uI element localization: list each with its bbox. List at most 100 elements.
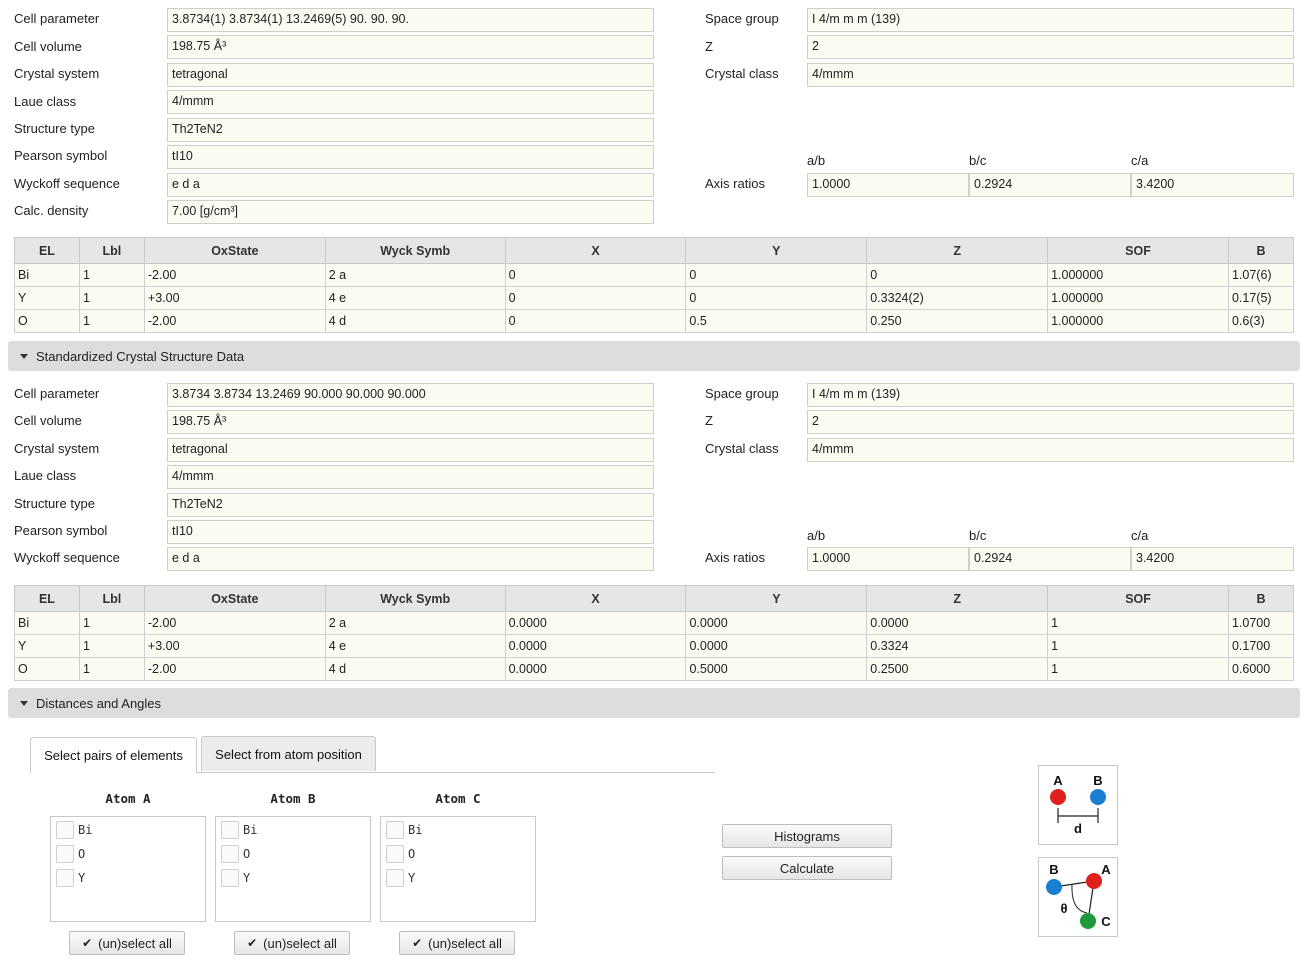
- checkbox[interactable]: [221, 845, 239, 863]
- label-structure-type: Structure type: [14, 496, 95, 511]
- cell-z: 0.250: [866, 309, 1049, 333]
- distance-diagram: A B d: [1038, 765, 1118, 845]
- crystal-class-field[interactable]: 4/mmm: [807, 63, 1294, 87]
- std-laue-class-field[interactable]: 4/mmm: [167, 465, 654, 489]
- std-axis-ratio-bc-field[interactable]: 0.2924: [969, 547, 1131, 571]
- col-header-el[interactable]: EL: [14, 585, 80, 612]
- col-header-z[interactable]: Z: [866, 237, 1049, 264]
- col-header-x[interactable]: X: [504, 237, 687, 264]
- col-header-lbl[interactable]: Lbl: [78, 237, 145, 264]
- atom-b-option-y[interactable]: Y: [221, 869, 250, 887]
- std-axis-ratio-ab-field[interactable]: 1.0000: [807, 547, 969, 571]
- std-crystal-class-field[interactable]: 4/mmm: [807, 438, 1294, 462]
- std-z-field[interactable]: 2: [807, 410, 1294, 434]
- cell-sof: 1: [1047, 611, 1229, 635]
- std-axis-ratio-ca-field[interactable]: 3.4200: [1131, 547, 1294, 571]
- z-field[interactable]: 2: [807, 35, 1294, 59]
- cell-lbl: 1: [78, 657, 145, 681]
- std-pearson-symbol-field[interactable]: tI10: [167, 520, 654, 544]
- atom-b-list: Bi O Y: [215, 816, 371, 922]
- col-header-x[interactable]: X: [504, 585, 687, 612]
- atom-a-title: Atom A: [105, 791, 151, 806]
- cell-x: 0: [504, 263, 687, 287]
- distances-section-header[interactable]: Distances and Angles: [8, 688, 1300, 718]
- axis-ratio-bc-field[interactable]: 0.2924: [969, 173, 1131, 197]
- std-cell-volume-field[interactable]: 198.75 Å³: [167, 410, 654, 434]
- atom-b-option-bi[interactable]: Bi: [221, 821, 257, 839]
- col-header-wyck-symb[interactable]: Wyck Symb: [324, 585, 506, 612]
- label-axis-ratios: Axis ratios: [705, 176, 765, 191]
- checkbox[interactable]: [221, 821, 239, 839]
- atom-b-select-all-button[interactable]: ✔ (un)select all: [234, 931, 350, 955]
- atom-c-list: Bi O Y: [380, 816, 536, 922]
- table-header-row: EL Lbl OxState Wyck Symb X Y Z SOF B: [14, 237, 1295, 264]
- cell-lbl: 1: [78, 263, 145, 287]
- atom-a-option-bi[interactable]: Bi: [56, 821, 92, 839]
- cell-x: 0.0000: [504, 634, 687, 658]
- checkbox[interactable]: [56, 821, 74, 839]
- standardized-section-header[interactable]: Standardized Crystal Structure Data: [8, 341, 1300, 371]
- std-structure-type-field[interactable]: Th2TeN2: [167, 493, 654, 517]
- col-header-sof[interactable]: SOF: [1047, 585, 1229, 612]
- col-header-sof[interactable]: SOF: [1047, 237, 1229, 264]
- checkbox[interactable]: [56, 869, 74, 887]
- atom-c-circle: [1080, 913, 1096, 929]
- atom-c-select-all-button[interactable]: ✔ (un)select all: [399, 931, 515, 955]
- cell-parameter-field[interactable]: 3.8734(1) 3.8734(1) 13.2469(5) 90. 90. 9…: [167, 8, 654, 32]
- std-space-group-field[interactable]: I 4/m m m (139): [807, 383, 1294, 407]
- atom-c-option-o[interactable]: O: [386, 845, 415, 863]
- col-header-b[interactable]: B: [1227, 237, 1295, 264]
- col-header-y[interactable]: Y: [685, 237, 868, 264]
- atom-a-option-o[interactable]: O: [56, 845, 85, 863]
- cell-sof: 1.000000: [1047, 309, 1229, 333]
- std-cell-parameter-field[interactable]: 3.8734 3.8734 13.2469 90.000 90.000 90.0…: [167, 383, 654, 407]
- atom-a-letter: A: [1053, 773, 1063, 788]
- label-space-group: Space group: [705, 11, 779, 26]
- col-header-oxstate[interactable]: OxState: [143, 237, 326, 264]
- tab-select-pairs[interactable]: Select pairs of elements: [30, 737, 197, 773]
- axis-ratio-ab-field[interactable]: 1.0000: [807, 173, 969, 197]
- tab-select-from-atom-position[interactable]: Select from atom position: [201, 736, 376, 771]
- cell-oxstate: -2.00: [143, 657, 326, 681]
- checkbox[interactable]: [56, 845, 74, 863]
- col-header-oxstate[interactable]: OxState: [143, 585, 326, 612]
- checkbox[interactable]: [221, 869, 239, 887]
- std-crystal-system-field[interactable]: tetragonal: [167, 438, 654, 462]
- col-header-el[interactable]: EL: [14, 237, 80, 264]
- checkbox[interactable]: [386, 845, 404, 863]
- cell-el: Bi: [14, 263, 80, 287]
- standardized-section-title: Standardized Crystal Structure Data: [36, 348, 245, 364]
- atom-c-option-y[interactable]: Y: [386, 869, 415, 887]
- atom-a-option-y[interactable]: Y: [56, 869, 85, 887]
- checkbox[interactable]: [386, 869, 404, 887]
- cell-oxstate: -2.00: [143, 611, 326, 635]
- structure-type-field[interactable]: Th2TeN2: [167, 118, 654, 142]
- space-group-field[interactable]: I 4/m m m (139): [807, 8, 1294, 32]
- cell-sof: 1.000000: [1047, 263, 1229, 287]
- axis-ratio-ca-field[interactable]: 3.4200: [1131, 173, 1294, 197]
- calc-density-field[interactable]: 7.00 [g/cm³]: [167, 200, 654, 224]
- std-wyckoff-sequence-field[interactable]: e d a: [167, 547, 654, 571]
- col-header-y[interactable]: Y: [685, 585, 868, 612]
- checkbox[interactable]: [386, 821, 404, 839]
- atom-c-letter: C: [1101, 914, 1111, 929]
- laue-class-field[interactable]: 4/mmm: [167, 90, 654, 114]
- tab-bar-divider: [30, 772, 714, 773]
- atom-c-option-bi[interactable]: Bi: [386, 821, 422, 839]
- col-header-z[interactable]: Z: [866, 585, 1049, 612]
- calculate-button[interactable]: Calculate: [722, 856, 892, 880]
- crystal-system-field[interactable]: tetragonal: [167, 63, 654, 87]
- atom-b-letter: B: [1049, 862, 1058, 877]
- table-row: O 1 -2.00 4 d 0.0000 0.5000 0.2500 1 0.6…: [14, 657, 1295, 681]
- atom-a-select-all-button[interactable]: ✔ (un)select all: [69, 931, 185, 955]
- col-header-b[interactable]: B: [1227, 585, 1295, 612]
- col-header-lbl[interactable]: Lbl: [78, 585, 145, 612]
- wyckoff-sequence-field[interactable]: e d a: [167, 173, 654, 197]
- pearson-symbol-field[interactable]: tI10: [167, 145, 654, 169]
- col-header-wyck-symb[interactable]: Wyck Symb: [324, 237, 506, 264]
- cell-y: 0.0000: [685, 611, 868, 635]
- cell-volume-field[interactable]: 198.75 Å³: [167, 35, 654, 59]
- atom-b-option-o[interactable]: O: [221, 845, 250, 863]
- histograms-button[interactable]: Histograms: [722, 824, 892, 848]
- cell-wyck: 2 a: [324, 611, 506, 635]
